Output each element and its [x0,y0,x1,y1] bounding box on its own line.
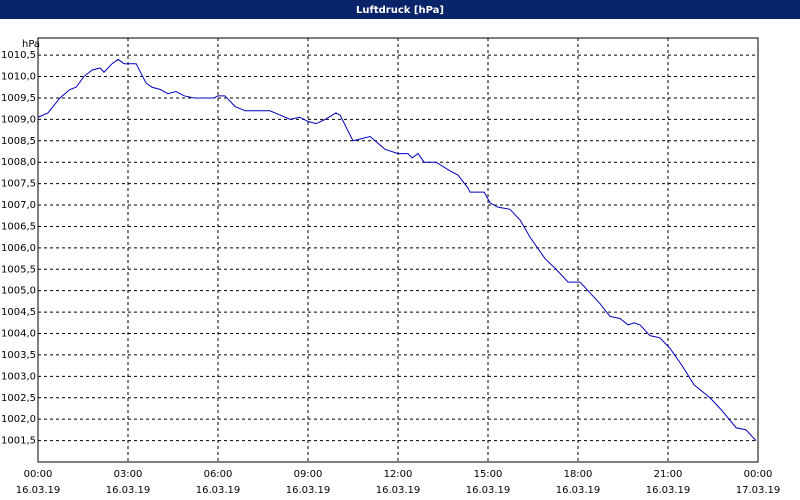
chart-title: Luftdruck [hPa] [356,5,444,16]
x-tick-date: 16.03.19 [646,485,691,496]
x-tick-date: 16.03.19 [106,485,151,496]
y-tick-label: 1005,0 [1,286,36,297]
y-tick-label: 1003,0 [1,371,36,382]
y-tick-label: 1010,0 [1,72,36,83]
x-tick-label: 03:00 [114,469,143,480]
y-tick-label: 1003,5 [1,350,36,361]
x-tick-date: 16.03.19 [196,485,241,496]
y-tick-label: 1004,5 [1,307,36,318]
title-bar [0,0,800,19]
x-tick-label: 21:00 [654,469,683,480]
x-tick-date: 16.03.19 [376,485,421,496]
x-tick-label: 00:00 [24,469,53,480]
y-tick-label: 1006,0 [1,243,36,254]
x-tick-label: 18:00 [564,469,593,480]
y-tick-label: 1008,5 [1,136,36,147]
y-tick-label: 1009,5 [1,93,36,104]
x-tick-date: 16.03.19 [466,485,511,496]
line-series [37,58,757,441]
y-tick-label: 1001,5 [1,436,36,447]
x-tick-label: 15:00 [474,469,503,480]
y-tick-label: 1006,5 [1,221,36,232]
y-tick-label: 1008,0 [1,157,36,168]
y-tick-label: 1002,5 [1,393,36,404]
y-tick-label: 1007,5 [1,179,36,190]
x-tick-date: 16.03.19 [286,485,331,496]
y-tick-label: 1005,5 [1,264,36,275]
x-tick-label: 12:00 [384,469,413,480]
x-tick-label: 00:00 [744,469,773,480]
x-tick-label: 06:00 [204,469,233,480]
x-tick-date: 16.03.19 [556,485,601,496]
x-tick-date: 17.03.19 [736,485,781,496]
y-tick-label: 1007,0 [1,200,36,211]
y-tick-label: 1009,0 [1,114,36,125]
y-tick-label: 1010,5 [1,50,36,61]
y-tick-label: 1002,0 [1,414,36,425]
x-tick-label: 09:00 [294,469,323,480]
x-tick-date: 16.03.19 [16,485,61,496]
y-axis-label: hPa [22,39,40,50]
y-tick-label: 1004,0 [1,329,36,340]
